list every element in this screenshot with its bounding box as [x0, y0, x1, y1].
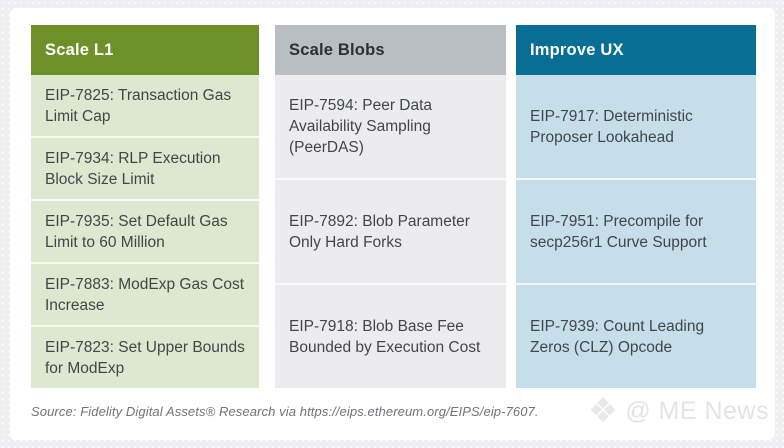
watermark: ❖ @ ME News: [588, 394, 769, 428]
eip-cell-7823: EIP-7823: Set Upper Bounds for ModExp: [31, 325, 259, 388]
column-header-scale-blobs: Scale Blobs: [275, 25, 506, 75]
column-improve-ux: Improve UX EIP-7917: Deterministic Propo…: [516, 25, 756, 388]
eip-cell-7892: EIP-7892: Blob Parameter Only Hard Forks: [275, 178, 506, 283]
content-card: Scale L1 EIP-7825: Transaction Gas Limit…: [10, 8, 775, 440]
eip-cell-7825: EIP-7825: Transaction Gas Limit Cap: [45, 86, 232, 125]
eip-cell-7935: EIP-7935: Set Default Gas Limit to 60 Mi…: [31, 199, 259, 262]
column-body-improve-ux: EIP-7917: Deterministic Proposer Lookahe…: [516, 75, 756, 388]
eip-cell-7951: EIP-7951: Precompile for secp256r1 Curve…: [516, 178, 756, 283]
watermark-text: @ ME News: [625, 396, 769, 425]
column-body-scale-blobs: EIP-7594: Peer Data Availability Samplin…: [275, 75, 506, 388]
eip-cell-7594: EIP-7594: Peer Data Availability Samplin…: [289, 97, 433, 156]
column-body-scale-l1: EIP-7825: Transaction Gas Limit Cap EIP-…: [31, 75, 259, 388]
column-scale-l1: Scale L1 EIP-7825: Transaction Gas Limit…: [31, 25, 259, 388]
eip-cell-7883: EIP-7883: ModExp Gas Cost Increase: [31, 262, 259, 325]
eip-cell-7918: EIP-7918: Blob Base Fee Bounded by Execu…: [275, 283, 506, 388]
eip-category-table: Scale L1 EIP-7825: Transaction Gas Limit…: [31, 25, 756, 388]
column-scale-blobs: Scale Blobs EIP-7594: Peer Data Availabi…: [275, 25, 506, 388]
eip-cell-7934: EIP-7934: RLP Execution Block Size Limit: [31, 136, 259, 199]
diamond-icon: ❖: [587, 392, 619, 430]
column-header-scale-l1: Scale L1: [31, 25, 259, 75]
source-note: Source: Fidelity Digital Assets® Researc…: [31, 404, 539, 419]
eip-cell-7939: EIP-7939: Count Leading Zeros (CLZ) Opco…: [516, 283, 756, 388]
column-header-improve-ux: Improve UX: [516, 25, 756, 75]
eip-cell-7917: EIP-7917: Deterministic Proposer Lookahe…: [530, 107, 693, 146]
